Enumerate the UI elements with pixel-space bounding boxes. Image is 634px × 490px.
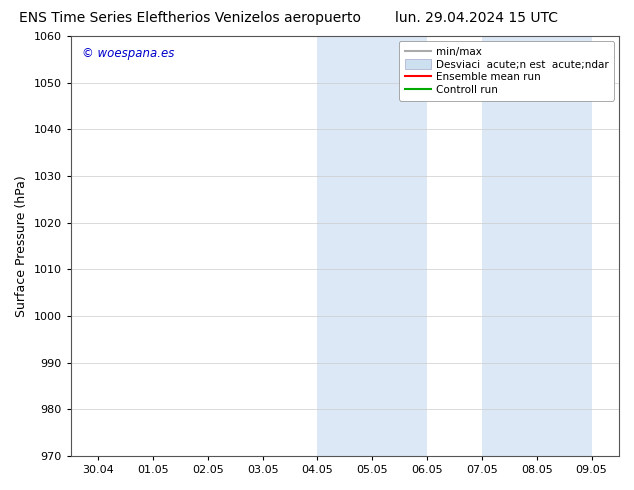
Legend: min/max, Desviaci  acute;n est  acute;ndar, Ensemble mean run, Controll run: min/max, Desviaci acute;n est acute;ndar…: [399, 41, 614, 100]
Text: © woespana.es: © woespana.es: [82, 47, 174, 60]
Text: lun. 29.04.2024 15 UTC: lun. 29.04.2024 15 UTC: [395, 11, 558, 25]
Y-axis label: Surface Pressure (hPa): Surface Pressure (hPa): [15, 175, 28, 317]
Text: ENS Time Series Eleftherios Venizelos aeropuerto: ENS Time Series Eleftherios Venizelos ae…: [19, 11, 361, 25]
Bar: [482, 36, 592, 456]
Bar: [318, 36, 427, 456]
